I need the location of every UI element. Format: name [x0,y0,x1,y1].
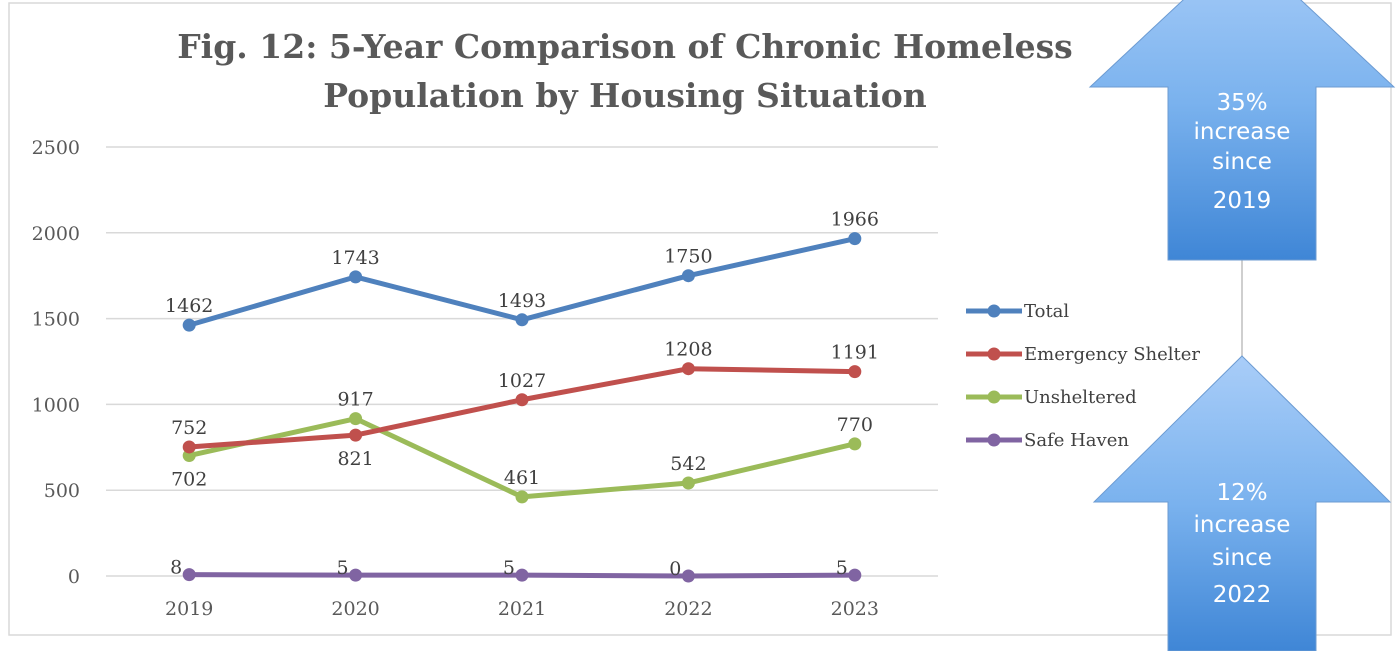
data-label-unsheltered: 770 [837,414,873,436]
series-total [182,232,862,332]
data-labels: 1462 1743 1493 1750 1966 752 821 1027 1208 1191 70… [165,209,879,580]
legend-swatch-marker [987,390,1001,404]
callout-2019-line-4: 2019 [1213,188,1272,214]
callout-2022-line-4: 2022 [1213,582,1272,608]
x-tick-label: 2020 [331,598,379,620]
data-point-emergency-shelter [681,362,695,376]
data-point-emergency-shelter [182,440,196,454]
increase-callout-2019: 35% increase since 2019 [1088,0,1396,261]
y-axis: 0 500 1000 1500 2000 2500 [32,137,80,588]
data-label-emergency-shelter: 821 [337,448,373,470]
series-unsheltered [182,412,862,504]
data-label-safe-haven: 5 [836,557,848,579]
callout-2019-line-2: increase [1194,119,1291,145]
y-tick-label: 1500 [32,309,80,331]
data-point-emergency-shelter [848,365,862,379]
legend-swatch-marker [987,347,1001,361]
data-label-emergency-shelter: 1027 [498,370,546,392]
data-label-emergency-shelter: 1208 [664,339,712,361]
legend-item-safe-haven: Safe Haven [966,430,1129,451]
series-emergency-shelter [182,362,862,454]
data-point-unsheltered [681,476,695,490]
data-point-safe-haven [848,568,862,582]
x-tick-label: 2021 [498,598,546,620]
x-tick-label: 2019 [165,598,213,620]
data-point-emergency-shelter [349,428,363,442]
data-point-total [848,232,862,246]
data-point-total [349,270,363,284]
data-point-safe-haven [681,569,695,583]
data-label-safe-haven: 5 [503,557,515,579]
data-label-unsheltered: 917 [337,389,373,411]
data-label-safe-haven: 0 [669,558,681,580]
legend-item-unsheltered: Unsheltered [966,387,1137,408]
legend-label: Safe Haven [1024,430,1129,451]
data-point-unsheltered [349,412,363,426]
callout-2022-line-3: since [1212,545,1272,571]
data-point-unsheltered [848,437,862,451]
y-tick-label: 2000 [32,223,80,245]
callout-2019-line-1: 35% [1216,90,1267,116]
callout-2019-line-3: since [1212,149,1272,175]
callout-2022-line-1: 12% [1216,480,1267,506]
increase-callout-2022: 12% increase since 2022 [1092,355,1392,651]
data-label-unsheltered: 702 [171,469,207,491]
legend-item-emergency-shelter: Emergency Shelter [966,344,1200,365]
data-label-emergency-shelter: 752 [171,417,207,439]
y-tick-label: 1000 [32,394,80,416]
data-label-total: 1750 [664,246,712,268]
data-point-total [681,269,695,283]
data-label-emergency-shelter: 1191 [831,342,879,364]
chart-title-line-2: Population by Housing Situation [323,76,927,115]
data-label-total: 1462 [165,295,213,317]
up-arrow-icon [1088,0,1396,261]
y-tick-label: 500 [44,480,80,502]
data-point-safe-haven [349,568,363,582]
legend: Total Emergency Shelter Unsheltered Safe Ha… [966,301,1200,451]
chart-title-line-1: Fig. 12: 5-Year Comparison of Chronic Ho… [177,27,1072,66]
data-label-total: 1493 [498,290,546,312]
legend-label: Total [1024,301,1069,322]
data-label-total: 1966 [831,209,879,231]
x-tick-label: 2023 [831,598,879,620]
legend-swatch-marker [987,304,1001,318]
legend-swatch-marker [987,433,1001,447]
legend-label: Emergency Shelter [1024,344,1200,365]
data-label-safe-haven: 5 [337,557,349,579]
callout-2022-line-2: increase [1194,512,1291,538]
data-label-safe-haven: 8 [170,557,182,579]
y-tick-label: 0 [68,566,80,588]
legend-label: Unsheltered [1024,387,1137,408]
data-point-unsheltered [515,490,529,504]
y-tick-label: 2500 [32,137,80,159]
x-tick-label: 2022 [664,598,712,620]
data-label-unsheltered: 542 [670,453,706,475]
series-layer [182,232,862,583]
data-point-emergency-shelter [515,393,529,407]
data-point-total [182,318,196,332]
legend-item-total: Total [966,301,1069,322]
data-point-safe-haven [515,568,529,582]
x-axis: 2019 2020 2021 2022 2023 [165,598,879,620]
data-label-total: 1743 [331,247,379,269]
up-arrow-icon [1092,355,1392,651]
series-safe-haven [182,568,862,583]
data-label-unsheltered: 461 [504,467,540,489]
data-point-total [515,313,529,327]
data-point-safe-haven [182,568,196,582]
